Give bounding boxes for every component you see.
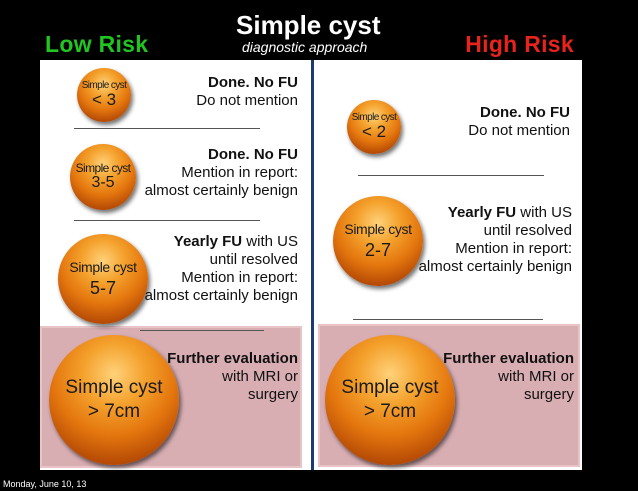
recommendation-note: almost certainly benign bbox=[144, 182, 298, 199]
recommendation: Yearly FU with US bbox=[145, 233, 298, 251]
low-item-3-text: Yearly FU with US until resolved Mention… bbox=[145, 233, 298, 305]
cyst-graphic-3-5: Simple cyst 3-5 bbox=[70, 144, 136, 210]
cyst-graphic-lt2: Simple cyst < 2 bbox=[347, 100, 401, 154]
slide: Low Risk Simple cyst diagnostic approach… bbox=[40, 8, 582, 470]
cyst-graphic-2-7: Simple cyst 2-7 bbox=[333, 196, 423, 286]
cyst-graphic-5-7: Simple cyst 5-7 bbox=[58, 234, 148, 324]
cyst-label: Simple cyst bbox=[75, 161, 131, 176]
column-divider bbox=[311, 60, 314, 470]
cyst-label: Simple cyst bbox=[344, 221, 412, 238]
cyst-graphic-gt7: Simple cyst > 7cm bbox=[325, 335, 455, 465]
recommendation-note: until resolved bbox=[483, 222, 572, 239]
recommendation-note: surgery bbox=[247, 386, 298, 403]
recommendation: Done. No FU bbox=[480, 104, 570, 121]
recommendation-note: Mention in report: bbox=[455, 240, 572, 257]
recommendation-rest: with US bbox=[516, 204, 572, 221]
cyst-label: Simple cyst bbox=[341, 377, 439, 399]
cyst-label: Simple cyst bbox=[69, 259, 137, 276]
recommendation-note: surgery bbox=[523, 386, 574, 403]
low-item-2-text: Done. No FU Mention in report: almost ce… bbox=[145, 146, 298, 200]
high-item-2-text: Yearly FU with US until resolved Mention… bbox=[419, 204, 572, 276]
slide-date-footer: Monday, June 10, 13 bbox=[3, 479, 87, 489]
slide-header: Low Risk Simple cyst diagnostic approach… bbox=[40, 8, 582, 60]
high-risk-heading: High Risk bbox=[465, 31, 574, 57]
cyst-label: Simple cyst bbox=[351, 111, 397, 123]
recommendation-note: almost certainly benign bbox=[418, 258, 572, 275]
recommendation-rest: with US bbox=[242, 233, 298, 250]
recommendation: Further evaluation bbox=[167, 350, 298, 367]
recommendation: Further evaluation bbox=[443, 350, 574, 367]
separator bbox=[358, 175, 544, 176]
cyst-graphic-lt3: Simple cyst < 3 bbox=[77, 68, 131, 122]
recommendation-note: Do not mention bbox=[468, 122, 570, 139]
separator bbox=[140, 330, 264, 331]
slide-subtitle: diagnostic approach bbox=[242, 39, 368, 55]
recommendation-note: with MRI or bbox=[498, 368, 574, 385]
low-risk-heading: Low Risk bbox=[45, 31, 149, 57]
separator bbox=[74, 220, 260, 221]
recommendation-note: Mention in report: bbox=[181, 164, 298, 181]
recommendation-bold: Yearly FU bbox=[447, 204, 517, 221]
recommendation-note: until resolved bbox=[209, 251, 298, 268]
cyst-size: > 7cm bbox=[363, 401, 417, 422]
high-item-3-text: Further evaluation with MRI or surgery bbox=[443, 350, 574, 404]
separator bbox=[74, 128, 260, 129]
cyst-label: Simple cyst bbox=[65, 377, 163, 399]
slide-title: Simple cyst bbox=[236, 10, 381, 40]
cyst-size: < 3 bbox=[91, 90, 117, 110]
low-item-4-text: Further evaluation with MRI or surgery bbox=[167, 350, 298, 404]
cyst-size: 3-5 bbox=[91, 173, 115, 191]
recommendation-note: almost certainly benign bbox=[144, 287, 298, 304]
recommendation: Done. No FU bbox=[208, 74, 298, 91]
cyst-label: Simple cyst bbox=[81, 79, 127, 91]
cyst-size: > 7cm bbox=[87, 401, 141, 422]
low-item-1-text: Done. No FU Do not mention bbox=[196, 74, 298, 110]
recommendation: Done. No FU bbox=[208, 146, 298, 163]
recommendation: Yearly FU with US bbox=[419, 204, 572, 222]
high-item-1-text: Done. No FU Do not mention bbox=[468, 104, 570, 140]
cyst-size: 5-7 bbox=[89, 277, 116, 298]
recommendation-note: with MRI or bbox=[222, 368, 298, 385]
cyst-size: 2-7 bbox=[364, 239, 391, 260]
recommendation-bold: Yearly FU bbox=[173, 233, 243, 250]
cyst-graphic-gt7: Simple cyst > 7cm bbox=[49, 335, 179, 465]
recommendation-note: Mention in report: bbox=[181, 269, 298, 286]
separator bbox=[353, 319, 543, 320]
recommendation-note: Do not mention bbox=[196, 92, 298, 109]
cyst-size: < 2 bbox=[361, 122, 387, 142]
